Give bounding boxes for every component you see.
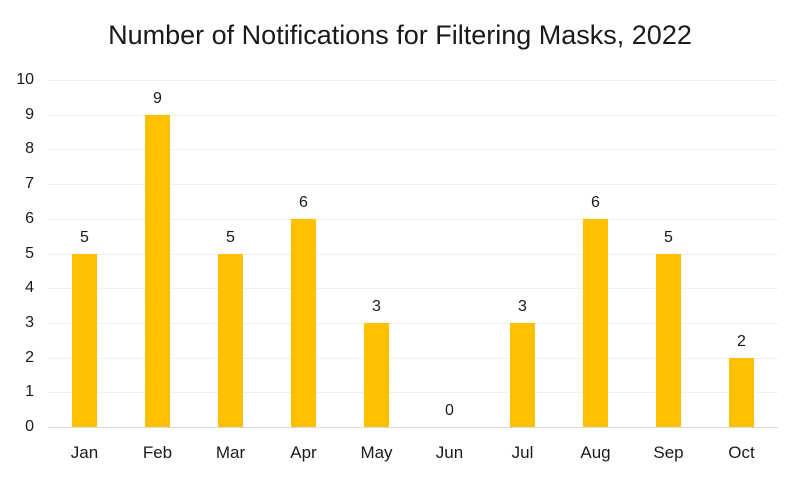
y-tick-label-10: 10 bbox=[16, 71, 34, 88]
gridline-y10 bbox=[48, 80, 778, 81]
gridline-y6 bbox=[48, 218, 778, 220]
x-tick-label-jul: Jul bbox=[511, 443, 534, 462]
x-tick-label-feb: Feb bbox=[142, 443, 173, 462]
value-label-oct: 2 bbox=[737, 332, 746, 350]
x-tick-label-aug: Aug bbox=[580, 443, 611, 462]
bar-jan bbox=[72, 253, 97, 427]
y-tick-label-5: 5 bbox=[25, 244, 34, 262]
x-tick-label-apr: Apr bbox=[290, 443, 317, 462]
bar-aug bbox=[583, 218, 608, 427]
x-tick-label-sep: Sep bbox=[653, 443, 684, 462]
x-tick-label-oct: Oct bbox=[728, 443, 755, 462]
bar-feb bbox=[145, 114, 170, 427]
bar-jul bbox=[510, 322, 535, 427]
value-label-apr: 6 bbox=[299, 193, 308, 211]
gridline-y9 bbox=[48, 114, 778, 116]
gridline-y2 bbox=[48, 357, 778, 359]
value-label-jul: 3 bbox=[518, 297, 527, 315]
value-label-may: 3 bbox=[372, 297, 381, 315]
y-tick-label-2: 2 bbox=[25, 348, 34, 366]
bar-may bbox=[364, 322, 389, 427]
gridline-y1 bbox=[48, 392, 778, 394]
bar-mar bbox=[218, 253, 243, 427]
x-tick-label-may: May bbox=[360, 443, 393, 462]
value-label-mar: 5 bbox=[226, 228, 235, 246]
y-tick-label-9: 9 bbox=[25, 105, 34, 123]
value-label-feb: 9 bbox=[153, 89, 162, 107]
y-tick-label-8: 8 bbox=[25, 140, 34, 158]
value-label-sep: 5 bbox=[664, 228, 673, 246]
y-tick-label-4: 4 bbox=[25, 279, 34, 297]
x-tick-label-mar: Mar bbox=[215, 443, 246, 462]
gridline-y4 bbox=[48, 288, 778, 290]
value-label-jan: 5 bbox=[80, 228, 89, 246]
value-label-jun: 0 bbox=[445, 402, 454, 419]
y-tick-label-0: 0 bbox=[25, 418, 34, 435]
value-label-aug: 6 bbox=[591, 193, 600, 211]
y-tick-label-1: 1 bbox=[25, 383, 34, 401]
x-tick-label-jan: Jan bbox=[70, 443, 99, 462]
gridline-y3 bbox=[48, 322, 778, 324]
gridline-y5 bbox=[48, 253, 778, 255]
x-tick-label-jun: Jun bbox=[435, 443, 464, 462]
bar-sep bbox=[656, 253, 681, 427]
bar-oct bbox=[729, 357, 754, 427]
y-tick-label-6: 6 bbox=[25, 209, 34, 227]
y-tick-label-3: 3 bbox=[25, 313, 34, 331]
bar-apr bbox=[291, 218, 316, 427]
gridline-y7 bbox=[48, 184, 778, 186]
plot-area bbox=[48, 80, 778, 428]
gridline-y8 bbox=[48, 149, 778, 151]
chart-title: Number of Notifications for Filtering Ma… bbox=[108, 20, 692, 50]
y-tick-label-7: 7 bbox=[25, 175, 34, 193]
